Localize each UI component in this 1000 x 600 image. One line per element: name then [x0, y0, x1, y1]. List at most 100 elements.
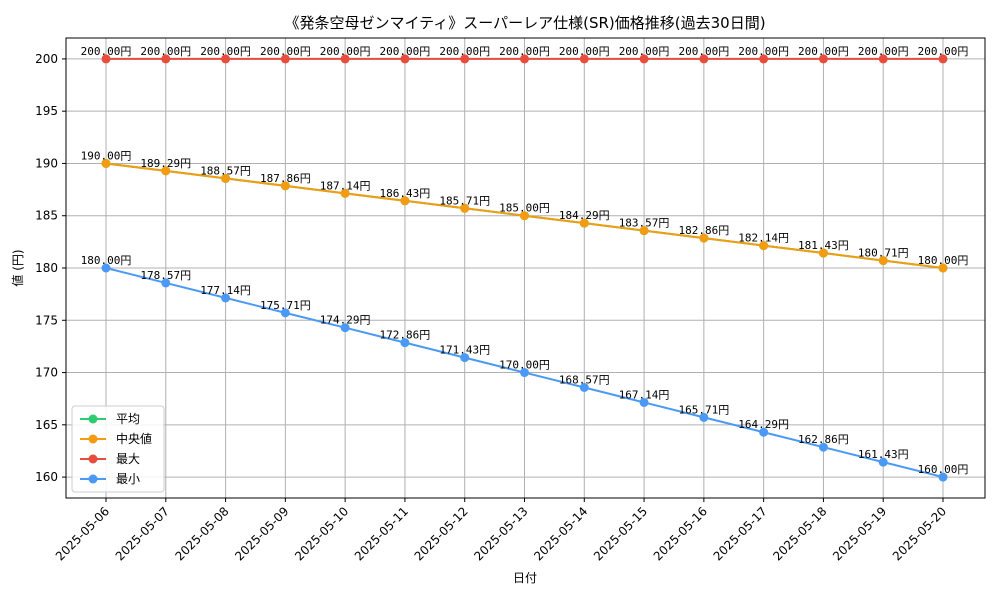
- legend-item: 最大: [80, 452, 140, 466]
- data-point: [520, 368, 529, 378]
- y-axis-label: 値 (円): [10, 249, 25, 286]
- data-label: 180.71円: [858, 247, 909, 260]
- data-label: 184.29円: [559, 209, 610, 222]
- data-point: [280, 181, 290, 191]
- data-label: 200.00円: [619, 45, 670, 58]
- data-label: 161.43円: [858, 448, 909, 461]
- data-point: [101, 158, 111, 168]
- grid-lines: [66, 38, 985, 498]
- y-tick-label: 165: [35, 418, 58, 432]
- data-point: [340, 323, 350, 333]
- data-point: [818, 442, 828, 452]
- data-label-layer: 190.00円 189.29円 188.57円 187.86円 187.14円 186.4…: [81, 45, 969, 476]
- data-point: [280, 54, 290, 64]
- data-label: 186.43円: [380, 187, 431, 200]
- legend-item: 最小: [80, 472, 140, 486]
- data-point: [340, 188, 350, 198]
- data-label: 182.14円: [738, 232, 789, 245]
- data-label: 162.86円: [798, 433, 849, 446]
- y-tick-label: 170: [35, 366, 58, 380]
- data-label: 174.29円: [320, 314, 371, 327]
- y-tick-label: 190: [35, 156, 58, 170]
- data-label: 178.57円: [140, 269, 191, 282]
- data-point: [460, 54, 470, 64]
- data-label: 200.00円: [200, 45, 251, 58]
- legend-label: 平均: [116, 412, 140, 426]
- y-tick-label: 160: [35, 470, 58, 484]
- data-label: 164.29円: [738, 418, 789, 431]
- data-point: [938, 54, 948, 64]
- data-label: 185.00円: [499, 202, 550, 215]
- legend-swatch-marker: [88, 454, 98, 464]
- data-label: 200.00円: [678, 45, 729, 58]
- data-label: 200.00円: [439, 45, 490, 58]
- data-point: [161, 54, 171, 64]
- y-tick-label: 195: [35, 104, 58, 118]
- data-point: [639, 397, 649, 407]
- legend-box: [71, 405, 165, 493]
- series-layer: [101, 54, 948, 482]
- data-label: 180.00円: [918, 254, 969, 267]
- data-label: 187.86円: [260, 172, 311, 185]
- data-label: 180.00円: [81, 254, 132, 267]
- data-label: 183.57円: [619, 217, 670, 230]
- data-label: 190.00円: [81, 149, 132, 162]
- y-tick-label: 185: [35, 209, 58, 223]
- legend-label: 最小: [116, 472, 140, 486]
- data-point: [759, 241, 769, 251]
- data-point: [221, 54, 231, 64]
- data-label: 167.14円: [619, 388, 670, 401]
- series-2: [101, 54, 948, 64]
- data-point: [221, 293, 231, 303]
- data-point: [759, 54, 769, 64]
- data-point: [520, 54, 529, 64]
- data-label: 170.00円: [499, 359, 550, 372]
- series-1: [101, 158, 948, 273]
- data-label: 189.29円: [140, 157, 191, 170]
- y-tick-label: 180: [35, 261, 58, 275]
- chart-title: 《発条空母ゼンマイティ》スーパーレア仕様(SR)価格推移(過去30日間): [284, 14, 765, 32]
- data-label: 168.57円: [559, 373, 610, 386]
- data-label: 200.00円: [559, 45, 610, 58]
- data-point: [520, 211, 529, 221]
- data-label: 200.00円: [499, 45, 550, 58]
- data-point: [699, 54, 709, 64]
- data-label: 181.43円: [798, 239, 849, 252]
- data-point: [699, 412, 709, 422]
- y-tick-label: 175: [35, 313, 58, 327]
- data-point: [101, 54, 111, 64]
- data-point: [579, 382, 589, 392]
- legend-label: 中央値: [116, 431, 152, 446]
- data-label: 200.00円: [738, 45, 789, 58]
- data-point: [221, 173, 231, 183]
- data-point: [161, 166, 171, 176]
- data-label: 171.43円: [439, 344, 490, 357]
- data-point: [699, 233, 709, 243]
- data-point: [818, 248, 828, 258]
- y-axis: 160 165 170 175 180 185 190 195 200: [35, 52, 66, 484]
- data-point: [938, 472, 948, 482]
- data-point: [280, 308, 290, 318]
- legend-swatch-marker: [88, 474, 98, 484]
- data-label: 185.71円: [439, 194, 490, 207]
- data-label: 200.00円: [918, 45, 969, 58]
- data-label: 200.00円: [81, 45, 132, 58]
- data-point: [639, 54, 649, 64]
- data-point: [579, 218, 589, 228]
- data-point: [878, 256, 888, 266]
- y-tick-label: 200: [35, 52, 58, 66]
- data-label: 160.00円: [918, 463, 969, 476]
- data-point: [579, 54, 589, 64]
- data-label: 187.14円: [320, 179, 371, 192]
- data-label: 200.00円: [380, 45, 431, 58]
- legend-item: 中央値: [80, 431, 152, 446]
- legend-item: 平均: [80, 412, 140, 426]
- legend-swatch-marker: [88, 434, 98, 444]
- x-axis-label: 日付: [513, 571, 537, 585]
- data-label: 188.57円: [200, 164, 251, 177]
- data-label: 182.86円: [678, 224, 729, 237]
- data-label: 200.00円: [140, 45, 191, 58]
- data-point: [101, 263, 111, 273]
- data-point: [878, 457, 888, 467]
